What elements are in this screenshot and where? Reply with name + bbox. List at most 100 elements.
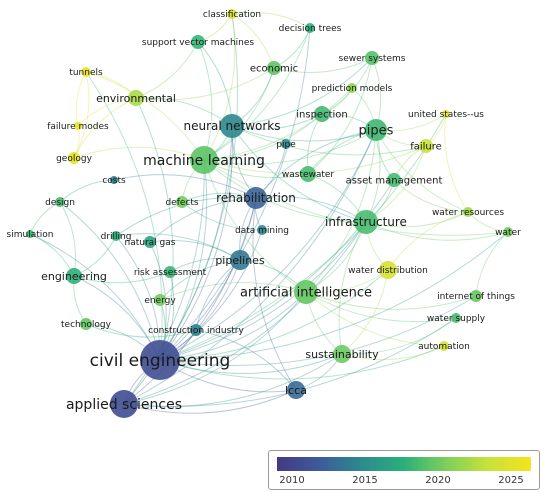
keyword-node[interactable] bbox=[74, 122, 82, 130]
edge bbox=[159, 125, 233, 361]
keyword-node[interactable] bbox=[347, 83, 357, 93]
keyword-node[interactable] bbox=[110, 176, 118, 184]
edge bbox=[159, 295, 477, 366]
keyword-node[interactable] bbox=[164, 266, 176, 278]
edge bbox=[231, 57, 373, 127]
keyword-node[interactable] bbox=[220, 114, 244, 138]
edge bbox=[29, 233, 161, 361]
edge bbox=[305, 291, 445, 347]
keyword-label: drilling bbox=[101, 232, 132, 242]
keyword-label: decision trees bbox=[279, 24, 342, 34]
edge bbox=[255, 195, 367, 223]
edge bbox=[203, 159, 307, 293]
edge bbox=[115, 233, 241, 261]
keyword-label: classification bbox=[203, 10, 261, 20]
keyword-node[interactable] bbox=[287, 381, 305, 399]
edge bbox=[159, 231, 509, 361]
keyword-node[interactable] bbox=[55, 197, 65, 207]
keyword-label: construction industry bbox=[148, 326, 244, 336]
keyword-label: automation bbox=[418, 342, 470, 352]
keyword-node[interactable] bbox=[333, 345, 351, 363]
keyword-node[interactable] bbox=[257, 225, 267, 235]
edge bbox=[159, 13, 239, 361]
year-color-gradient bbox=[277, 457, 531, 471]
keyword-label: risk assessment bbox=[134, 268, 207, 278]
keyword-node[interactable] bbox=[81, 67, 91, 77]
keyword-label: environmental bbox=[96, 92, 176, 105]
label-layer: civil engineering applied sciences machine… bbox=[7, 10, 522, 413]
keyword-node[interactable] bbox=[451, 313, 461, 323]
keyword-node[interactable] bbox=[300, 166, 316, 182]
keyword-node[interactable] bbox=[463, 207, 473, 217]
edge bbox=[181, 201, 263, 231]
keyword-label: united states--us bbox=[408, 110, 484, 120]
keyword-node[interactable] bbox=[190, 324, 202, 336]
keyword-node[interactable] bbox=[294, 280, 318, 304]
keyword-node[interactable] bbox=[503, 227, 513, 237]
keyword-label: pipe bbox=[276, 140, 296, 150]
keyword-node[interactable] bbox=[128, 90, 144, 106]
keyword-node[interactable] bbox=[314, 106, 330, 122]
edge bbox=[159, 221, 367, 361]
keyword-node[interactable] bbox=[140, 340, 180, 380]
keyword-node[interactable] bbox=[191, 35, 205, 49]
keyword-label: water resources bbox=[432, 208, 504, 218]
keyword-node[interactable] bbox=[80, 318, 92, 330]
edge bbox=[159, 282, 307, 301]
keyword-label: water distribution bbox=[348, 266, 428, 276]
keyword-node[interactable] bbox=[230, 250, 250, 270]
keyword-label: energy bbox=[144, 296, 176, 306]
keyword-node[interactable] bbox=[26, 230, 34, 238]
edge bbox=[444, 113, 469, 213]
edge bbox=[149, 197, 257, 243]
year-color-legend: 2010 2015 2020 2025 bbox=[268, 450, 540, 490]
keyword-label: inspection bbox=[296, 110, 347, 121]
edge bbox=[59, 179, 115, 203]
keyword-label: wastewater bbox=[282, 170, 335, 180]
keyword-node[interactable] bbox=[354, 210, 378, 234]
keyword-node[interactable] bbox=[470, 290, 482, 302]
keyword-node[interactable] bbox=[281, 139, 291, 149]
keyword-label: support vector machines bbox=[142, 38, 254, 48]
edge bbox=[393, 179, 469, 213]
keyword-node[interactable] bbox=[154, 294, 166, 306]
edge bbox=[305, 291, 457, 323]
edge bbox=[75, 71, 87, 127]
edge bbox=[273, 57, 373, 74]
keyword-node[interactable] bbox=[267, 61, 281, 75]
keyword-label: water bbox=[495, 228, 521, 238]
keyword-node[interactable] bbox=[110, 390, 138, 418]
keyword-node[interactable] bbox=[68, 152, 80, 164]
edge bbox=[123, 389, 297, 414]
keyword-node[interactable] bbox=[190, 146, 218, 174]
keyword-node[interactable] bbox=[176, 196, 188, 208]
keyword-node[interactable] bbox=[387, 173, 401, 187]
keyword-label: prediction models bbox=[312, 84, 393, 94]
keyword-node[interactable] bbox=[365, 119, 387, 141]
keyword-node[interactable] bbox=[245, 187, 267, 209]
edge bbox=[123, 197, 257, 405]
keyword-node[interactable] bbox=[442, 110, 450, 118]
keyword-label: rehabilitation bbox=[216, 191, 296, 205]
keyword-node[interactable] bbox=[144, 236, 156, 248]
keyword-node[interactable] bbox=[305, 23, 315, 33]
legend-tick: 2015 bbox=[352, 475, 378, 486]
edge bbox=[197, 41, 213, 161]
keyword-node[interactable] bbox=[439, 341, 449, 351]
keyword-node[interactable] bbox=[419, 139, 433, 153]
edge bbox=[255, 129, 377, 199]
keyword-label: engineering bbox=[41, 270, 107, 283]
edge bbox=[338, 221, 367, 355]
edge bbox=[365, 221, 509, 241]
edge bbox=[73, 97, 137, 159]
edge bbox=[203, 27, 311, 161]
keyword-node[interactable] bbox=[379, 261, 397, 279]
keyword-node[interactable] bbox=[227, 9, 237, 19]
edge bbox=[195, 329, 297, 391]
keyword-node[interactable] bbox=[66, 268, 82, 284]
keyword-node[interactable] bbox=[111, 231, 121, 241]
edge bbox=[123, 159, 205, 405]
keyword-label: artificial intelligence bbox=[240, 286, 372, 301]
keyword-node[interactable] bbox=[365, 51, 379, 65]
